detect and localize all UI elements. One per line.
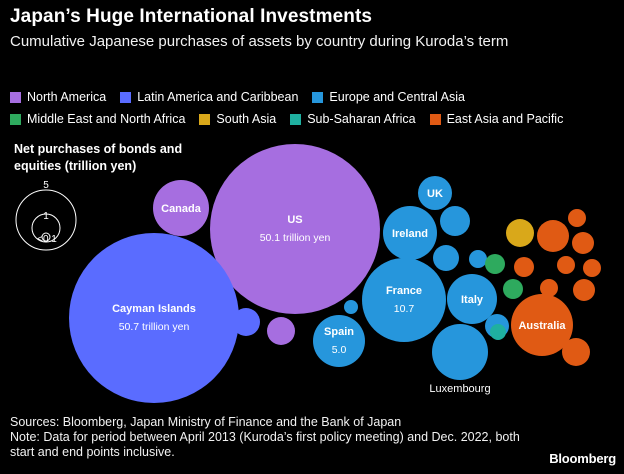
bubble-unlabeled (433, 245, 459, 271)
bubble-label-spain: Spain (324, 326, 354, 338)
bubble-canada (153, 180, 209, 236)
bubble-label-italy: Italy (461, 294, 484, 306)
bubble-france (362, 258, 446, 342)
legend-swatch (312, 91, 324, 103)
bubble-australia (511, 294, 573, 356)
legend-swatch (10, 113, 21, 125)
bubble-unlabeled (485, 254, 505, 274)
bubble-cayman-islands (69, 233, 239, 403)
size-key-title: Net purchases of bonds and equities (tri… (14, 142, 183, 173)
legend-row-1: North America Latin America and Caribbea… (10, 90, 465, 104)
size-key: 5 1 <0.1 (15, 180, 77, 251)
bubble-unlabeled (573, 279, 595, 301)
legend-item-middle-east: Middle East and North Africa (10, 112, 185, 126)
bubble-unlabeled (562, 338, 590, 366)
legend-swatch (120, 91, 132, 103)
bubble-label-luxembourg: Luxembourg (429, 383, 490, 395)
legend-swatch (10, 91, 21, 103)
bubble-label-france: France (386, 285, 422, 297)
bubble-unlabeled (572, 232, 594, 254)
bubble-unlabeled (506, 219, 534, 247)
legend-label: Latin America and Caribbean (137, 90, 299, 104)
bubble-labels-layer: US 50.1 trillion yen Canada Cayman Islands 5… (112, 188, 566, 395)
bubble-unlabeled (583, 259, 601, 277)
bubbles-layer (69, 144, 601, 403)
legend-item-east-asia: East Asia and Pacific (429, 112, 564, 126)
bubble-luxembourg (432, 324, 488, 380)
legend-item-latin-america: Latin America and Caribbean (120, 90, 298, 104)
bubble-uk (418, 176, 452, 210)
bubble-unlabeled (344, 300, 358, 314)
bubble-unlabeled (503, 279, 523, 299)
bubble-label-us: US (287, 214, 302, 226)
bubble-label-uk: UK (427, 188, 443, 200)
bubble-us (210, 144, 380, 314)
legend-item-sub-saharan: Sub-Saharan Africa (290, 112, 416, 126)
size-key-label-small: <0.1 (37, 234, 57, 245)
legend-label: Middle East and North Africa (27, 112, 186, 126)
bubble-spain (313, 315, 365, 367)
footer-sources: Sources: Bloomberg, Japan Ministry of Fi… (10, 415, 402, 429)
bubble-unlabeled (232, 308, 260, 336)
bubble-unlabeled (557, 256, 575, 274)
legend-item-north-america: North America (10, 90, 106, 104)
legend-row-2: Middle East and North Africa South Asia … (10, 112, 563, 126)
legend-item-south-asia: South Asia (199, 112, 276, 126)
size-key-circle-large (15, 189, 77, 251)
size-key-label-large: 5 (43, 180, 49, 191)
bubble-unlabeled (469, 250, 487, 268)
legend-label: East Asia and Pacific (446, 112, 564, 126)
bubble-label-australia: Australia (518, 320, 566, 332)
bubble-label-ireland: Ireland (392, 228, 428, 240)
chart-title: Japan’s Huge International Investments (10, 6, 373, 27)
legend-swatch (290, 113, 302, 125)
bubble-unlabeled (540, 279, 558, 297)
bubble-unlabeled (568, 209, 586, 227)
bubble-value-spain: 5.0 (332, 344, 347, 356)
bloomberg-logo: Bloomberg (549, 451, 616, 466)
legend-item-europe: Europe and Central Asia (312, 90, 465, 104)
bubble-label-cayman-islands: Cayman Islands (112, 303, 196, 315)
size-key-label-medium: 1 (43, 211, 49, 222)
size-key-circle-small (41, 232, 51, 242)
bubble-value-france: 10.7 (394, 303, 415, 315)
size-key-circle-medium (31, 213, 61, 243)
legend-swatch (199, 113, 211, 125)
bubble-ireland (383, 206, 437, 260)
footer: Sources: Bloomberg, Japan Ministry of Fi… (10, 415, 530, 460)
bubble-unlabeled (490, 324, 506, 340)
legend-label: Sub-Saharan Africa (307, 112, 416, 126)
bubble-italy (447, 274, 497, 324)
footer-note: Note: Data for period between April 2013… (10, 430, 520, 459)
bubble-unlabeled (514, 257, 534, 277)
chart-subtitle: Cumulative Japanese purchases of assets … (10, 33, 509, 50)
bubble-unlabeled (537, 220, 569, 252)
legend-label: South Asia (216, 112, 277, 126)
legend-swatch (429, 113, 441, 125)
bubble-unlabeled (267, 317, 295, 345)
bubble-value-us: 50.1 trillion yen (260, 232, 331, 244)
legend-label: Europe and Central Asia (329, 90, 465, 104)
bubble-unlabeled (440, 206, 470, 236)
bubble-value-cayman-islands: 50.7 trillion yen (119, 321, 190, 333)
legend-label: North America (27, 90, 107, 104)
bubble-label-canada: Canada (161, 203, 202, 215)
